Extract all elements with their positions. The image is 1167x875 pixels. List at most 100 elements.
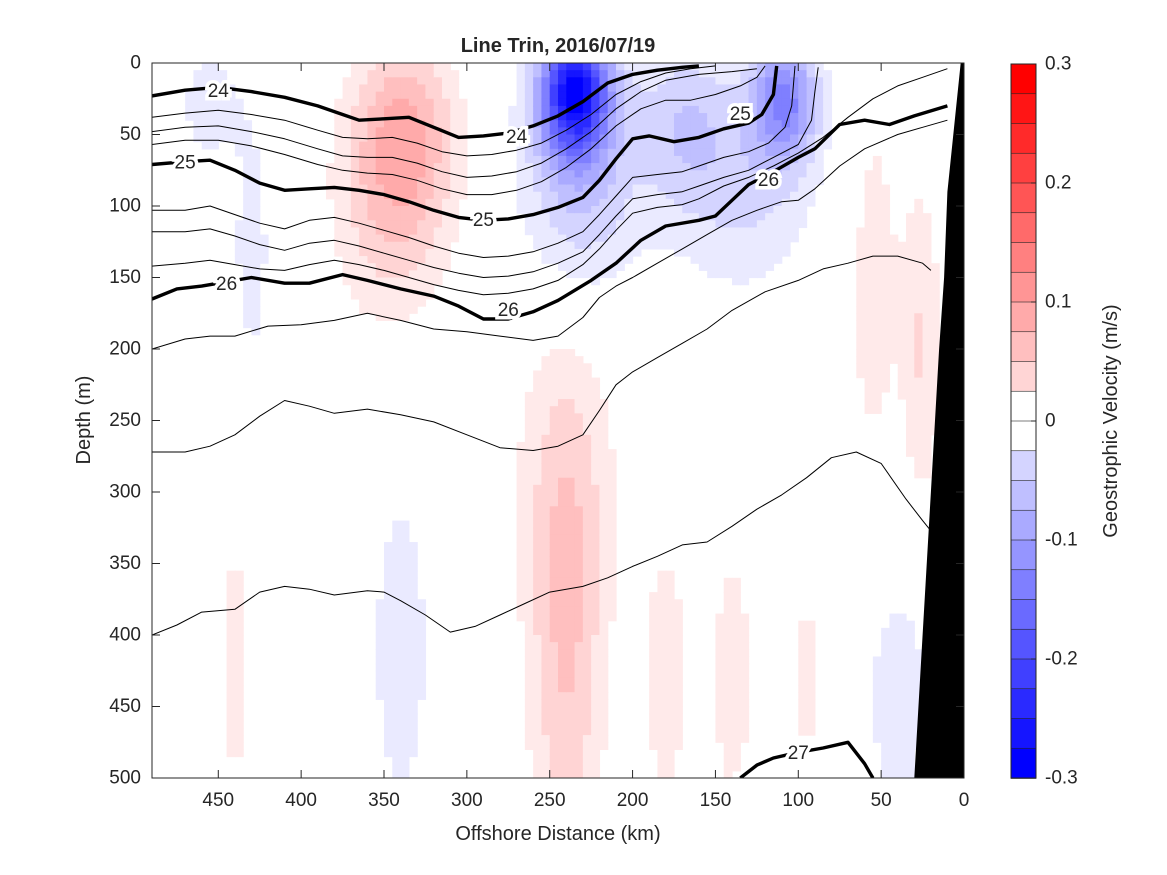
- velocity-cell: [632, 184, 642, 193]
- velocity-cell: [582, 570, 592, 579]
- velocity-cell: [400, 620, 410, 629]
- velocity-cell: [591, 270, 601, 279]
- velocity-cell: [558, 670, 567, 679]
- velocity-cell: [616, 91, 625, 100]
- velocity-cell: [508, 105, 518, 114]
- velocity-cell: [599, 441, 609, 450]
- velocity-cell: [922, 434, 932, 443]
- velocity-cell: [541, 377, 551, 386]
- velocity-cell: [524, 105, 534, 114]
- velocity-cell: [234, 234, 244, 243]
- velocity-cell: [408, 627, 418, 636]
- velocity-cell: [234, 656, 244, 665]
- velocity-cell: [408, 599, 418, 607]
- velocity-cell: [607, 234, 617, 243]
- velocity-cell: [582, 706, 592, 715]
- velocity-cell: [723, 584, 733, 593]
- velocity-cell: [185, 105, 195, 114]
- velocity-cell: [674, 720, 683, 729]
- velocity-cell: [541, 635, 551, 643]
- velocity-cell: [359, 91, 369, 100]
- velocity-cell: [806, 120, 816, 128]
- velocity-cell: [417, 656, 427, 665]
- velocity-cell: [872, 727, 882, 736]
- velocity-cell: [798, 642, 808, 650]
- velocity-cell: [599, 177, 609, 186]
- velocity-cell: [773, 134, 783, 143]
- velocity-cell: [765, 206, 775, 214]
- velocity-cell: [781, 127, 791, 136]
- velocity-cell: [798, 713, 808, 722]
- velocity-cell: [781, 248, 791, 257]
- velocity-cell: [773, 70, 783, 78]
- velocity-cell: [516, 492, 526, 500]
- velocity-cell: [740, 213, 750, 221]
- velocity-cell: [533, 155, 543, 164]
- velocity-cell: [359, 234, 369, 243]
- velocity-cell: [400, 706, 410, 715]
- velocity-cell: [533, 692, 543, 700]
- velocity-cell: [408, 720, 418, 729]
- velocity-cell: [574, 627, 584, 636]
- velocity-cell: [549, 477, 559, 486]
- velocity-cell: [201, 63, 211, 71]
- velocity-cell: [574, 613, 584, 622]
- velocity-cell: [516, 198, 526, 207]
- velocity-cell: [400, 570, 410, 579]
- velocity-cell: [607, 213, 617, 221]
- velocity-cell: [607, 70, 617, 78]
- velocity-cell: [881, 692, 891, 700]
- velocity-cell: [674, 606, 683, 615]
- velocity-cell: [599, 241, 609, 250]
- velocity-cell: [657, 749, 667, 758]
- velocity-cell: [367, 127, 377, 136]
- velocity-cell: [417, 298, 427, 307]
- velocity-cell: [806, 98, 816, 107]
- velocity-cell: [533, 584, 543, 593]
- velocity-cell: [408, 649, 418, 658]
- velocity-cell: [408, 549, 418, 557]
- velocity-cell: [574, 206, 584, 214]
- velocity-cell: [442, 213, 451, 221]
- velocity-cell: [740, 170, 750, 178]
- velocity-cell: [897, 663, 907, 672]
- velocity-cell: [765, 84, 775, 93]
- velocity-cell: [674, 77, 683, 86]
- velocity-cell: [665, 134, 675, 143]
- velocity-cell: [392, 163, 402, 171]
- velocity-cell: [541, 127, 551, 136]
- velocity-cell: [798, 84, 808, 93]
- velocity-cell: [524, 499, 534, 507]
- velocity-cell: [400, 656, 410, 665]
- velocity-cell: [682, 113, 692, 121]
- velocity-cell: [872, 341, 882, 350]
- velocity-cell: [516, 456, 526, 464]
- velocity-cell: [889, 284, 899, 293]
- velocity-cell: [566, 170, 576, 178]
- velocity-cell: [574, 570, 584, 579]
- velocity-cell: [243, 241, 253, 250]
- velocity-cell: [582, 592, 592, 600]
- velocity-cell: [906, 720, 915, 729]
- velocity-cell: [806, 177, 816, 186]
- velocity-cell: [417, 692, 427, 700]
- velocity-cell: [674, 127, 683, 136]
- velocity-cell: [433, 134, 443, 143]
- velocity-cell: [715, 627, 725, 636]
- velocity-cell: [541, 599, 551, 607]
- velocity-cell: [806, 184, 816, 193]
- velocity-cell: [400, 256, 410, 264]
- velocity-cell: [657, 720, 667, 729]
- velocity-cell: [889, 341, 899, 350]
- velocity-cell: [549, 449, 559, 457]
- velocity-cell: [442, 113, 451, 121]
- velocity-cell: [558, 263, 567, 271]
- velocity-cell: [607, 113, 617, 121]
- velocity-cell: [524, 148, 534, 157]
- velocity-cell: [591, 141, 601, 150]
- velocity-cell: [607, 98, 617, 107]
- velocity-cell: [417, 77, 427, 86]
- velocity-cell: [906, 706, 915, 715]
- velocity-cell: [384, 584, 393, 593]
- x-tick-label: 50: [871, 790, 892, 811]
